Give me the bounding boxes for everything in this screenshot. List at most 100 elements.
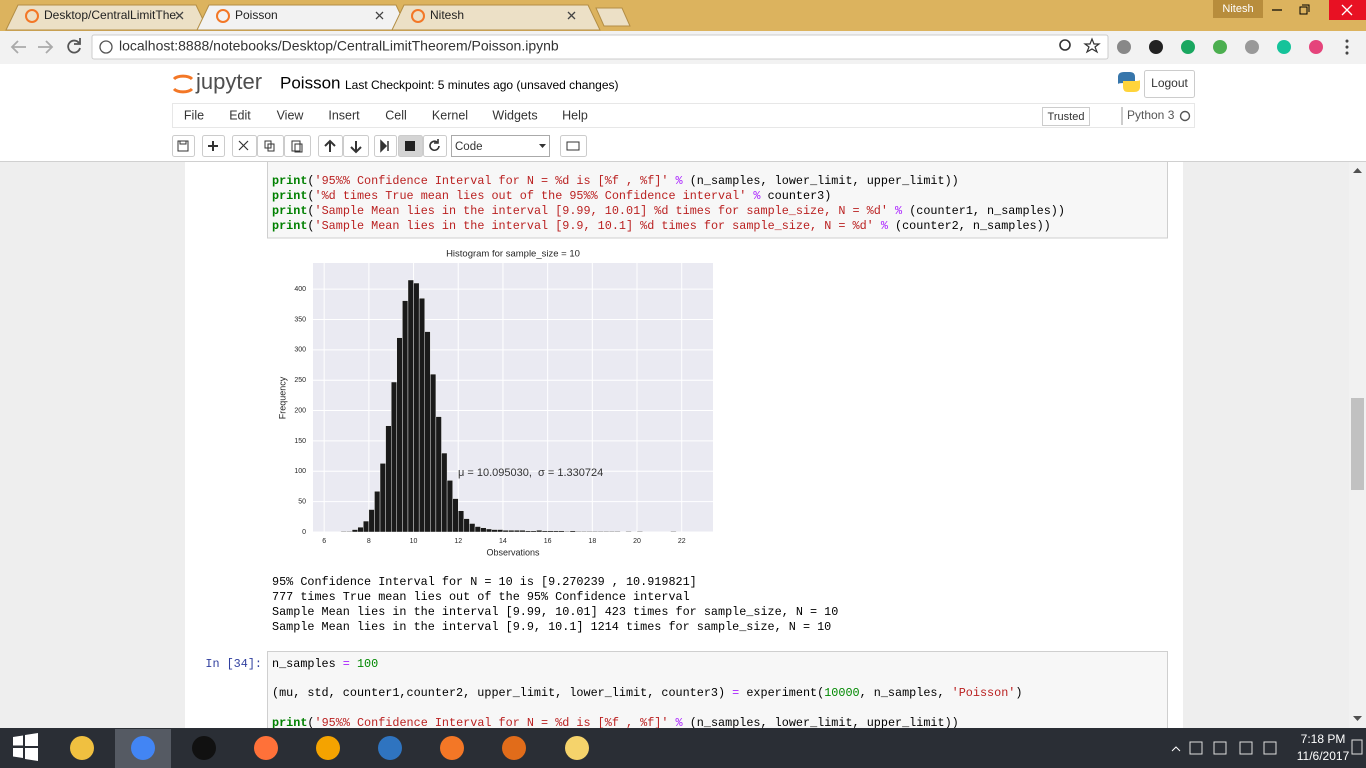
browser-tab[interactable]: Nitesh [391, 4, 601, 31]
histogram-bar [564, 531, 571, 533]
tray-icon[interactable] [1263, 741, 1277, 755]
toolbar-button[interactable] [172, 135, 195, 157]
icon-save [177, 140, 189, 152]
tab-shape[interactable] [391, 4, 601, 31]
taskbar-app-icon[interactable] [70, 736, 94, 760]
back-button[interactable] [10, 40, 26, 54]
extension-icon[interactable] [1149, 40, 1163, 54]
taskbar-app-icon[interactable] [565, 736, 589, 760]
notebook-name[interactable]: Poisson [280, 73, 340, 92]
tab-shape[interactable] [5, 4, 209, 31]
tab-close[interactable] [175, 11, 184, 20]
tab-close[interactable] [567, 11, 576, 20]
forward-button[interactable] [38, 40, 54, 54]
menu-item[interactable]: Widgets [492, 108, 537, 122]
histogram-bar [346, 531, 353, 533]
code-token: experiment( [739, 686, 824, 700]
x-axis-label: Observations [486, 547, 540, 557]
extension-icon[interactable] [1245, 40, 1259, 54]
trusted-indicator[interactable] [1042, 107, 1090, 126]
menu-item[interactable]: File [184, 108, 204, 122]
tab-favicon [216, 9, 230, 23]
menu-item[interactable]: Edit [229, 108, 251, 122]
code-token: print [272, 189, 307, 203]
taskbar-app-icon[interactable] [254, 736, 278, 760]
code-token: (mu, std, counter1,counter2, upper_limit… [272, 686, 725, 700]
taskbar-app-icon[interactable] [192, 736, 216, 760]
code-token: ) [1015, 686, 1022, 700]
omnibox[interactable] [91, 34, 1109, 60]
menu-item[interactable]: Cell [385, 108, 407, 122]
tray-icon[interactable] [1213, 741, 1227, 755]
url[interactable]: localhost:8888/notebooks/Desktop/Central… [119, 38, 559, 54]
tab-close[interactable] [375, 11, 384, 20]
site-info-icon[interactable] [99, 40, 113, 54]
histogram-bar [385, 425, 392, 533]
code-cell-input[interactable] [267, 159, 1168, 239]
notification-button[interactable] [1351, 739, 1363, 755]
histogram-bar [614, 531, 621, 533]
toolbar-button[interactable] [560, 135, 587, 157]
restore-button[interactable] [1299, 4, 1310, 15]
histogram-bar [452, 498, 459, 533]
tab-title[interactable]: Desktop/CentralLimitThe [44, 8, 176, 22]
profile-button[interactable] [1213, 0, 1263, 18]
tray-icon[interactable] [1239, 741, 1253, 755]
logout-label[interactable]: Logout [1151, 76, 1188, 90]
extension-icon[interactable] [1309, 40, 1323, 54]
search-icon[interactable] [1059, 39, 1071, 51]
extension-icon[interactable] [1277, 40, 1291, 54]
star-icon[interactable] [1083, 37, 1101, 54]
tab-title[interactable]: Nitesh [430, 8, 464, 22]
extension-icon[interactable] [1117, 40, 1131, 54]
clock-time[interactable]: 7:18 PM [1301, 732, 1346, 746]
histogram-bar [463, 518, 470, 533]
taskbar-app-icon[interactable] [502, 736, 526, 760]
output-line: 777 times True mean lies out of the 95% … [272, 590, 690, 604]
extension-icon[interactable] [1181, 40, 1195, 54]
cell-type-label[interactable]: Code [455, 141, 483, 153]
trusted-label[interactable]: Trusted [1048, 111, 1085, 123]
cell-type-select[interactable] [451, 135, 550, 157]
output-line: Sample Mean lies in the interval [9.9, 1… [272, 620, 831, 634]
code-cell-input[interactable] [267, 651, 1168, 742]
browser-tab[interactable]: Poisson [196, 4, 409, 31]
clock-date[interactable]: 11/6/2017 [1297, 749, 1350, 763]
code-token: (n_samples, lower_limit, upper_limit)) [683, 716, 959, 730]
menu-item[interactable]: Help [562, 108, 588, 122]
histogram-bar [402, 300, 409, 533]
taskbar-app-icon[interactable] [440, 736, 464, 760]
logout-button[interactable] [1144, 70, 1195, 98]
kernel-name: Python 3 [1127, 108, 1175, 122]
taskbar-app-icon[interactable] [316, 736, 340, 760]
x-tick-label: 14 [499, 538, 507, 545]
code-token: print [272, 204, 307, 218]
menu-item[interactable]: View [277, 108, 305, 122]
scroll-down[interactable] [1353, 716, 1362, 721]
menu-item[interactable]: Kernel [432, 108, 468, 122]
taskbar-app-icon[interactable] [131, 736, 155, 760]
tray-up-arrow[interactable] [1171, 746, 1181, 752]
toolbar-button[interactable] [423, 135, 447, 157]
extension-icon[interactable] [1213, 40, 1227, 54]
scroll-up[interactable] [1353, 168, 1362, 173]
scrollbar-thumb[interactable] [1351, 398, 1364, 490]
reload-button[interactable] [67, 38, 81, 54]
taskbar-app-icon[interactable] [378, 736, 402, 760]
tab-title[interactable]: Poisson [235, 8, 278, 22]
tab-shape[interactable] [196, 4, 409, 31]
code-line: print('95%% Confidence Interval for N = … [272, 716, 959, 730]
y-tick-label: 0 [302, 529, 306, 536]
start-button[interactable] [13, 733, 38, 761]
jupyter-logo-text[interactable]: jupyter [195, 69, 262, 94]
new-tab-button[interactable] [595, 7, 631, 27]
python-logo-yellow [1123, 80, 1140, 92]
tray-icon[interactable] [1189, 741, 1203, 755]
browser-tab[interactable]: Desktop/CentralLimitThe [5, 4, 209, 31]
profile-name[interactable]: Nitesh [1222, 3, 1253, 15]
code-token: ( [307, 204, 314, 218]
menu-item[interactable]: Insert [328, 108, 360, 122]
histogram-bar [541, 530, 548, 533]
histogram-bar [491, 529, 498, 533]
